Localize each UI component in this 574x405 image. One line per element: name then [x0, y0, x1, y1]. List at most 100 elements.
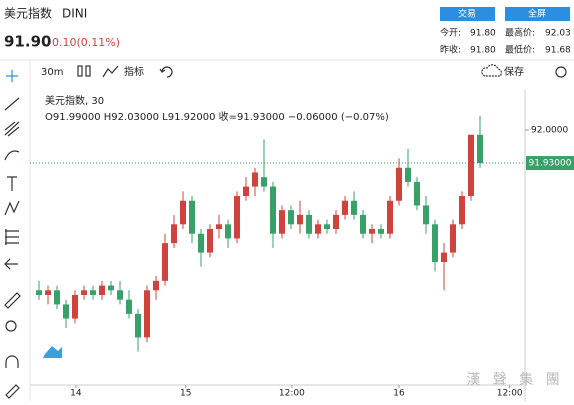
candle-body: [405, 167, 411, 182]
candle-body: [126, 299, 132, 314]
cross-tool[interactable]: [6, 70, 18, 82]
candle-body: [225, 224, 231, 239]
pen-tool[interactable]: [5, 384, 20, 399]
symbol-name: 美元指数: [4, 6, 52, 21]
candle-body: [108, 285, 114, 291]
stat-label: 昨收:: [440, 44, 461, 56]
candle-body: [72, 294, 78, 319]
candle-body: [99, 285, 105, 295]
candle-body: [243, 186, 249, 197]
trade-button-label[interactable]: 交易: [458, 8, 476, 20]
candle-body: [369, 229, 375, 234]
candle-body: [396, 167, 402, 201]
zoom-tool[interactable]: [5, 320, 17, 332]
x-tick-label: 12:00: [279, 389, 305, 399]
text-tool[interactable]: [7, 176, 17, 191]
stat-label: 最高价:: [505, 27, 535, 39]
cloud-icon[interactable]: [481, 64, 502, 77]
candle-body: [423, 205, 429, 225]
ruler-tool[interactable]: [4, 292, 21, 309]
candle-body: [90, 290, 96, 295]
candle-body: [324, 224, 330, 230]
candle-body: [207, 229, 213, 253]
y-tick-label: 92.0000: [531, 126, 568, 136]
fullscreen-button-label[interactable]: 全屏: [528, 8, 546, 20]
indicators[interactable]: 指标: [124, 65, 144, 78]
price: 91.90: [4, 33, 51, 51]
stat-value: 92.03: [545, 29, 571, 39]
candle-body: [252, 172, 258, 187]
magnet-tool[interactable]: [5, 355, 19, 368]
candle-body: [216, 224, 222, 230]
last-price-label: 91.93000: [529, 159, 572, 169]
trade-button[interactable]: [440, 7, 495, 21]
line-tool[interactable]: [4, 97, 20, 111]
cloud-logo[interactable]: [43, 346, 62, 358]
settings-icon[interactable]: [555, 66, 567, 78]
x-tick-label: 16: [393, 389, 405, 399]
candle-body: [63, 304, 69, 319]
candle-body: [117, 290, 123, 300]
candle-body: [306, 214, 312, 234]
fullscreen-button[interactable]: [505, 7, 570, 21]
candle-body: [261, 177, 267, 187]
candle-body: [279, 210, 285, 234]
candle-body: [81, 290, 87, 295]
candle-icon[interactable]: [77, 65, 83, 77]
candle-body: [477, 134, 483, 164]
measure-tool[interactable]: [5, 229, 19, 245]
x-tick-label: 15: [180, 389, 191, 399]
stat-value: 91.80: [470, 29, 496, 39]
undo-icon[interactable]: [159, 66, 173, 78]
candle-body: [297, 214, 303, 225]
candle-body: [441, 252, 447, 263]
stat-value: 91.68: [545, 46, 571, 56]
candle-body: [153, 280, 159, 291]
interval[interactable]: 30m: [41, 67, 63, 78]
candle-body: [459, 196, 465, 225]
candle-body: [144, 290, 150, 338]
candle-body: [135, 313, 141, 338]
candle-body: [387, 200, 393, 234]
candle-body: [36, 290, 42, 295]
last-price-box: [526, 156, 574, 171]
candle-body: [162, 243, 168, 281]
candle-body: [450, 224, 456, 253]
brush-tool[interactable]: [4, 150, 20, 161]
watermark: 漢 聲 集 團: [466, 371, 563, 388]
candle-body: [54, 290, 60, 305]
legend-title: 美元指数, 30: [45, 94, 104, 107]
fib-tool[interactable]: [4, 121, 20, 137]
candle-body: [180, 200, 186, 225]
stat-value: 91.80: [470, 46, 496, 56]
candle-body: [270, 186, 276, 234]
legend-ohlc: O91.99000 H92.03000 L91.92000 收=91.93000…: [45, 110, 389, 123]
candle-body: [198, 233, 204, 253]
x-tick-label: 14: [70, 389, 82, 399]
indicator-icon[interactable]: [102, 65, 119, 78]
pattern-tool[interactable]: [4, 200, 20, 216]
candle-body: [333, 214, 339, 230]
candle-body: [189, 200, 195, 234]
candle-icon[interactable]: [85, 65, 91, 77]
candle-body: [45, 290, 51, 295]
candle-body: [351, 200, 357, 215]
stat-label: 今开:: [440, 27, 461, 39]
candle-body: [468, 134, 474, 197]
candle-body: [414, 181, 420, 206]
symbol-code: DINI: [62, 7, 87, 21]
candle-body: [315, 224, 321, 234]
candle-body: [171, 224, 177, 244]
back-tool[interactable]: [4, 258, 18, 270]
candle-body: [432, 224, 438, 263]
candle-body: [378, 229, 384, 234]
candle-body: [288, 210, 294, 225]
left-toolbar: [4, 70, 62, 399]
save[interactable]: 保存: [504, 65, 524, 78]
candle-body: [360, 214, 366, 234]
x-tick-label: 12:00: [497, 389, 523, 399]
stat-label: 最低价:: [505, 44, 535, 56]
candle-body: [342, 200, 348, 215]
candle-body: [234, 196, 240, 239]
